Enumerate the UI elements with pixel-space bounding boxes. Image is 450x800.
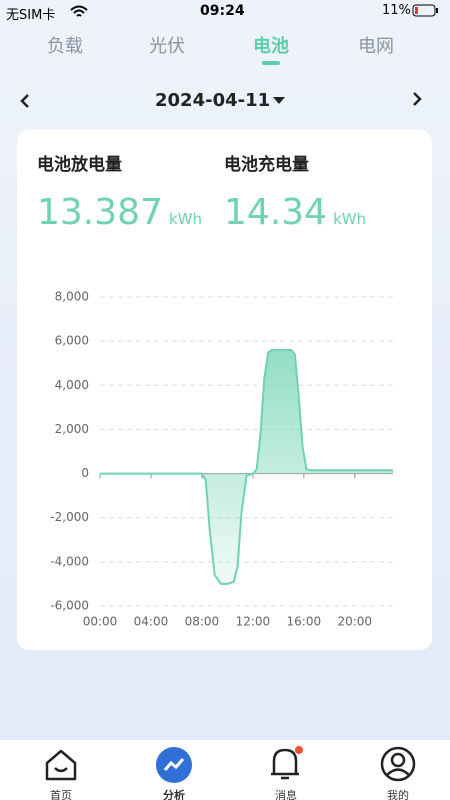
y-tick-label: 2,000 <box>55 422 89 436</box>
discharge-label: 电池放电量 <box>37 155 122 175</box>
analysis-icon[interactable] <box>155 746 193 784</box>
tab[interactable]: 电网 <box>358 36 394 57</box>
x-tick-label: 16:00 <box>287 615 322 629</box>
y-tick-label: -6,000 <box>50 599 89 613</box>
bottom-nav: 首页 分析 消息 我的 <box>0 740 450 800</box>
x-tick-label: 04:00 <box>134 615 169 629</box>
date[interactable]: 2024-04-11 <box>155 90 271 111</box>
tab-active[interactable]: 电池 <box>253 36 289 57</box>
next-day[interactable] <box>410 90 424 108</box>
prev-day[interactable] <box>18 92 32 110</box>
x-tick-label: 00:00 <box>83 615 118 629</box>
battery-icon <box>412 4 438 17</box>
y-tick-label: -4,000 <box>50 554 89 568</box>
nav-label[interactable]: 消息 <box>275 789 297 800</box>
charge-label: 电池充电量 <box>224 155 309 175</box>
discharge-value: 13.387 <box>37 192 163 233</box>
y-tick-label: 0 <box>81 466 89 480</box>
message-icon[interactable] <box>268 745 304 783</box>
discharge-stat: 13.387 kWh <box>37 192 202 233</box>
y-tick-label: 6,000 <box>55 334 89 348</box>
y-tick-label: 4,000 <box>55 378 89 392</box>
nav-label[interactable]: 我的 <box>387 789 409 800</box>
profile-icon[interactable] <box>380 746 416 782</box>
tab-indicator <box>262 61 280 65</box>
line <box>100 349 393 585</box>
tab[interactable]: 负载 <box>47 36 83 57</box>
discharge-unit: kWh <box>168 210 202 228</box>
x-tick-label: 20:00 <box>337 615 372 629</box>
date-dropdown[interactable] <box>272 96 286 106</box>
y-tick-label: -2,000 <box>50 510 89 524</box>
nav-label[interactable]: 首页 <box>50 789 72 800</box>
charge-unit: kWh <box>333 210 367 228</box>
wifi-icon <box>70 5 88 17</box>
x-tick-label: 08:00 <box>185 615 220 629</box>
chart: 8,000 6,000 4,000 2,000 0 -2,000 -4,000 -6,000 0… <box>50 290 393 629</box>
clock: 09:24 <box>200 3 245 19</box>
tab[interactable]: 光伏 <box>149 36 185 57</box>
battery-level: 11% <box>382 3 411 18</box>
carrier: 无SIM卡 <box>6 8 56 23</box>
x-tick-label: 12:00 <box>236 615 271 629</box>
y-tick-label: 8,000 <box>55 290 89 304</box>
nav-label-active[interactable]: 分析 <box>163 789 185 800</box>
charge-value: 14.34 <box>224 192 328 233</box>
charge-stat: 14.34 kWh <box>224 192 366 233</box>
home-icon[interactable] <box>44 748 78 782</box>
